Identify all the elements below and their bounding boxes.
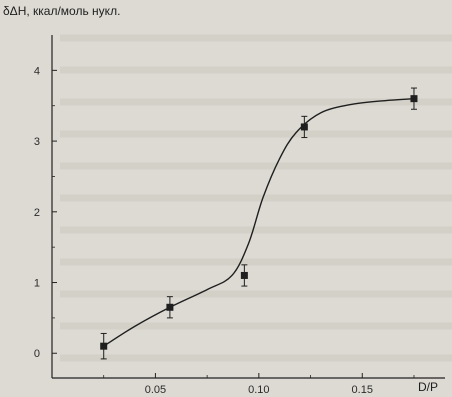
y-tick-label: 4 (34, 65, 40, 77)
fit-curve-layer (103, 97, 415, 347)
fit-curve (103, 97, 415, 347)
y-axis-label: δΔH, ккал/моль нукл. (3, 4, 120, 18)
y-tick-label: 0 (34, 348, 40, 360)
chart-axes (51, 35, 445, 379)
y-tick-label: 1 (34, 278, 40, 290)
y-tick-label: 3 (34, 136, 40, 148)
x-tick-label: 0.10 (248, 384, 269, 396)
data-point (100, 342, 108, 350)
data-point (410, 95, 418, 103)
x-tick-label: 0.05 (145, 384, 166, 396)
data-point (300, 123, 308, 131)
chart-ticks: 0 1 2 3 4 0.05 0.10 0.15 (34, 65, 415, 396)
data-points-layer (100, 87, 418, 360)
x-tick-label: 0.15 (352, 384, 373, 396)
data-point (166, 303, 174, 311)
x-axis-label: D/P (418, 380, 438, 394)
y-tick-label: 2 (34, 207, 40, 219)
data-point (240, 271, 248, 279)
